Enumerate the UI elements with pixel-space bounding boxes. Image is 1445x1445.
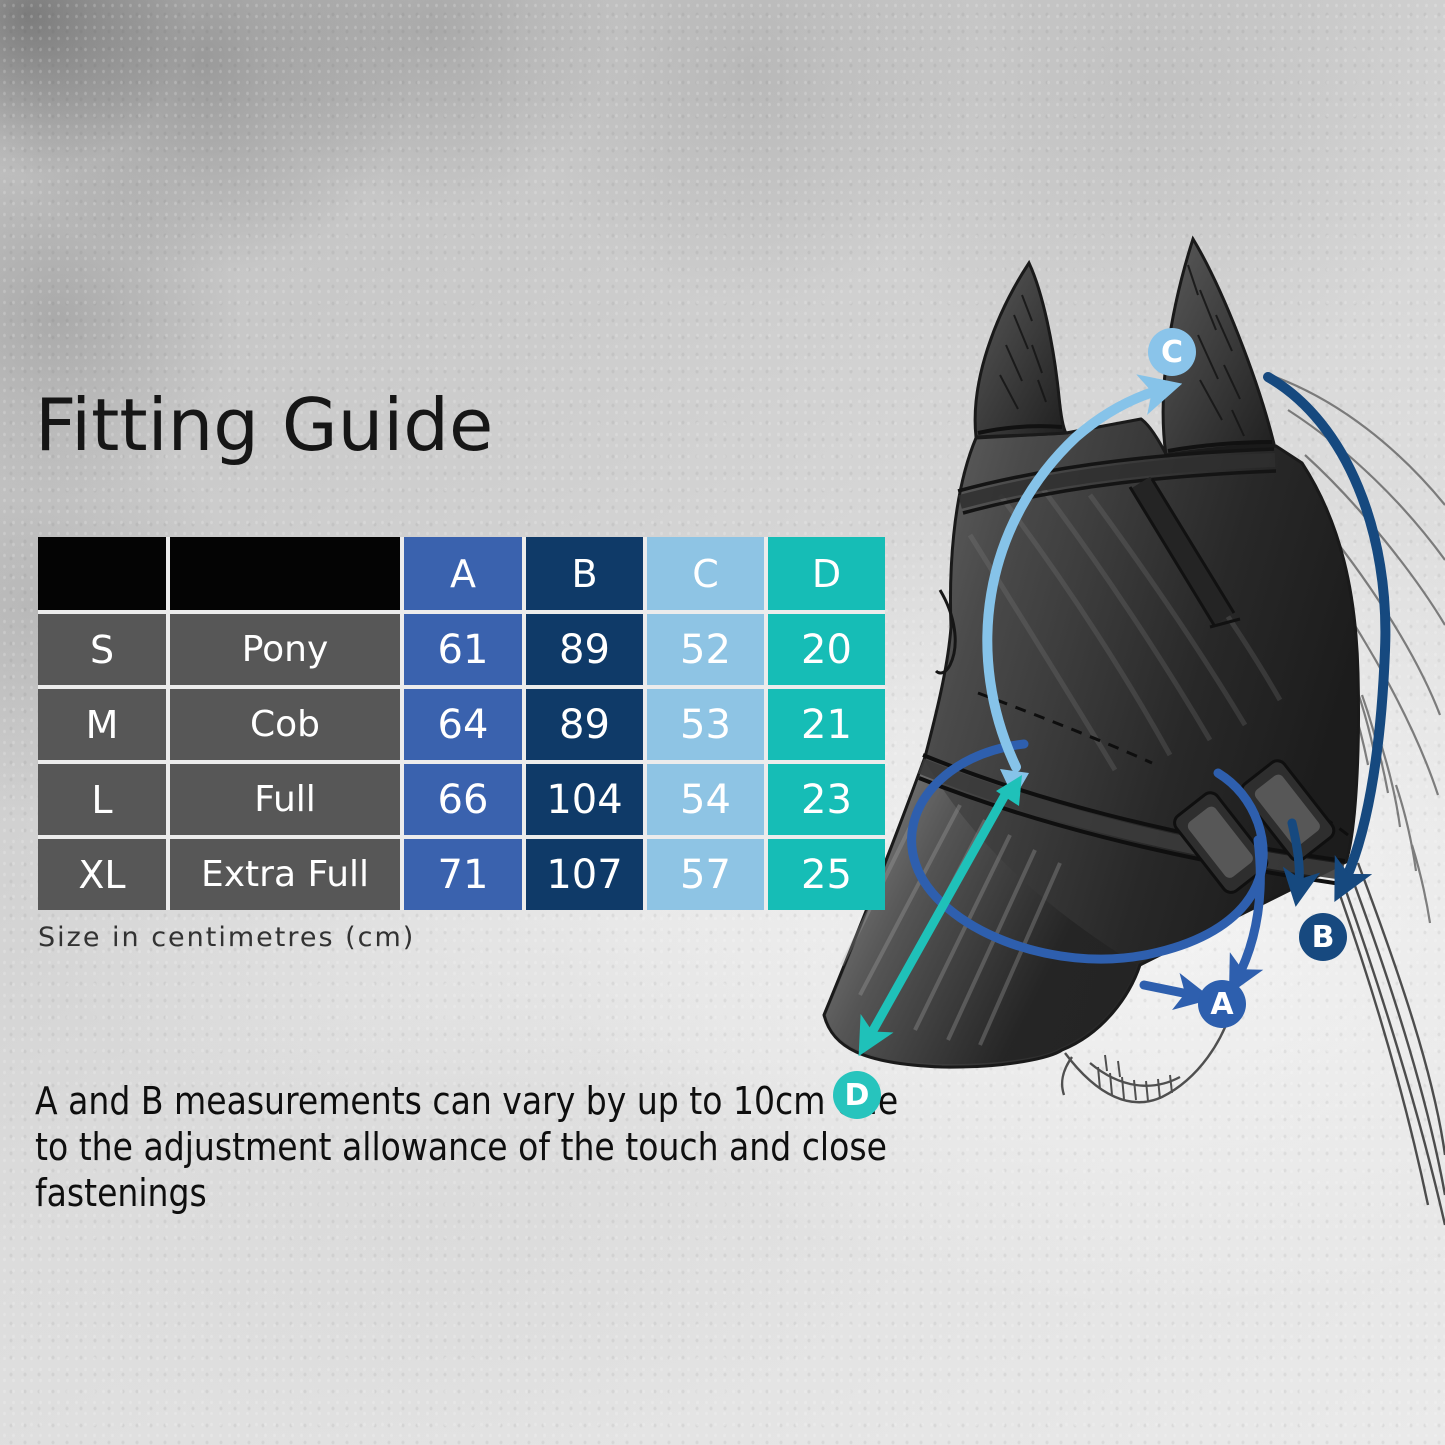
neck-strands <box>1334 862 1445 1226</box>
size-table: A B C D S Pony 61 89 52 20 M Cob 64 89 5… <box>38 537 885 910</box>
value-c: 52 <box>647 614 764 685</box>
diagram-label-c: C <box>1148 328 1196 376</box>
size-cell: M <box>38 689 166 760</box>
horse-head-illustration <box>822 235 1445 1226</box>
page-title: Fitting Guide <box>35 383 494 467</box>
col-header-b: B <box>526 537 643 610</box>
col-header-d: D <box>768 537 885 610</box>
measurement-arrow-b <box>1263 372 1391 907</box>
diagram-label-a: A <box>1198 980 1246 1028</box>
mask-straps <box>957 447 1277 629</box>
nose-flap <box>826 761 1137 1065</box>
fit-cell: Cob <box>170 689 400 760</box>
value-b: 107 <box>526 839 643 910</box>
unit-note: Size in centimetres (cm) <box>38 922 416 953</box>
value-c: 53 <box>647 689 764 760</box>
fit-cell: Pony <box>170 614 400 685</box>
value-a: 71 <box>404 839 522 910</box>
col-header-a: A <box>404 537 522 610</box>
noseband <box>918 753 1346 886</box>
value-a: 66 <box>404 764 522 835</box>
value-c: 54 <box>647 764 764 835</box>
fastener-tabs <box>1173 759 1336 894</box>
measurement-note-line: fastenings <box>35 1171 207 1215</box>
measurement-arrow-d <box>858 775 1022 1057</box>
muzzle-sketch <box>1060 1000 1236 1104</box>
corner-cell <box>170 537 400 610</box>
corner-cell <box>38 537 166 610</box>
value-d: 23 <box>768 764 885 835</box>
value-d: 21 <box>768 689 885 760</box>
value-a: 61 <box>404 614 522 685</box>
col-header-c: C <box>647 537 764 610</box>
value-a: 64 <box>404 689 522 760</box>
fit-cell: Full <box>170 764 400 835</box>
size-cell: XL <box>38 839 166 910</box>
measurement-note-line: to the adjustment allowance of the touch… <box>35 1125 887 1169</box>
value-b: 89 <box>526 614 643 685</box>
size-cell: L <box>38 764 166 835</box>
measurement-arrow-a <box>907 739 1268 1010</box>
measurement-note-line: A and B measurements can vary by up to 1… <box>35 1079 899 1123</box>
value-d: 25 <box>768 839 885 910</box>
diagram-label-d: D <box>833 1071 881 1119</box>
diagram-label-b: B <box>1299 913 1347 961</box>
value-b: 89 <box>526 689 643 760</box>
eye-dart <box>934 589 957 675</box>
value-c: 57 <box>647 839 764 910</box>
fit-cell: Extra Full <box>170 839 400 910</box>
size-cell: S <box>38 614 166 685</box>
left-ear <box>973 259 1069 439</box>
value-d: 20 <box>768 614 885 685</box>
value-b: 104 <box>526 764 643 835</box>
ears <box>973 235 1276 457</box>
measurement-note: A and B measurements can vary by up to 1… <box>35 1078 992 1216</box>
